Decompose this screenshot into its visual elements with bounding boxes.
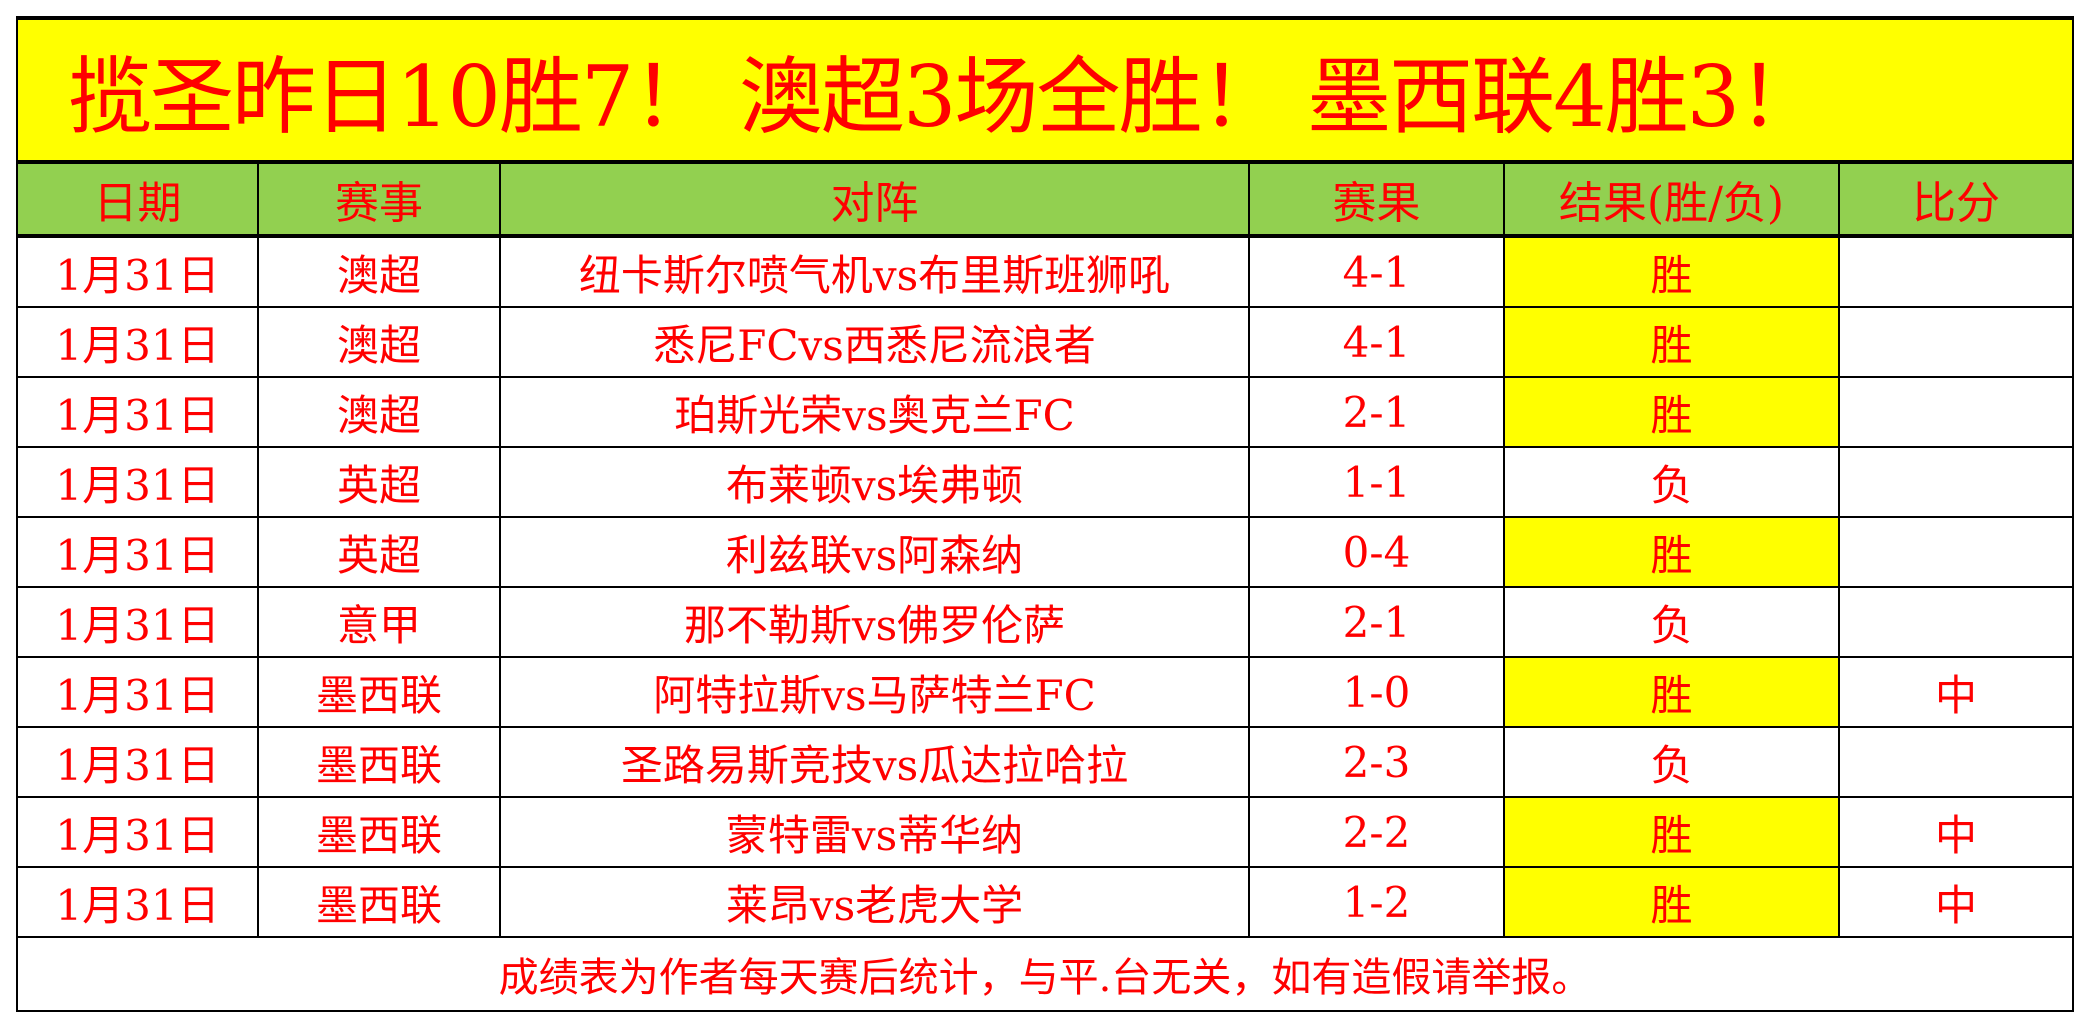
result-cell: 负: [1503, 446, 1840, 518]
result-cell: 胜: [1503, 656, 1840, 728]
date-cell: 1月31日: [16, 796, 259, 868]
score-cell: 0-4: [1248, 516, 1505, 588]
header-league: 赛事: [257, 161, 501, 238]
date-cell: 1月31日: [16, 376, 259, 448]
date-cell: 1月31日: [16, 726, 259, 798]
header-row: 日期 赛事 对阵 赛果 结果(胜/负) 比分: [16, 161, 2075, 238]
league-cell: 墨西联: [257, 866, 501, 938]
table-row: 1月31日 墨西联 圣路易斯竞技vs瓜达拉哈拉 2-3 负: [16, 726, 2075, 798]
league-cell: 墨西联: [257, 656, 501, 728]
match-cell: 布莱顿vs埃弗顿: [499, 446, 1250, 518]
score-cell: 2-1: [1248, 376, 1505, 448]
match-cell: 利兹联vs阿森纳: [499, 516, 1250, 588]
date-cell: 1月31日: [16, 866, 259, 938]
match-cell: 圣路易斯竞技vs瓜达拉哈拉: [499, 726, 1250, 798]
bifen-cell: [1837, 306, 2075, 378]
bifen-cell: [1837, 586, 2075, 658]
table-row: 1月31日 墨西联 莱昂vs老虎大学 1-2 胜中: [16, 866, 2075, 938]
page-title: 揽圣昨日10胜7！ 澳超3场全胜！ 墨西联4胜3！: [15, 16, 2075, 164]
results-table: 揽圣昨日10胜7！ 澳超3场全胜！ 墨西联4胜3！ 日期 赛事 对阵 赛果 结果…: [15, 16, 2075, 1012]
result-cell: 胜: [1503, 516, 1840, 588]
league-cell: 英超: [257, 516, 501, 588]
header-score: 赛果: [1248, 161, 1505, 238]
date-cell: 1月31日: [16, 235, 259, 308]
bifen-cell: 中: [1837, 866, 2075, 938]
result-cell: 胜: [1503, 306, 1840, 378]
result-cell: 负: [1503, 586, 1840, 658]
table-row: 1月31日 英超 布莱顿vs埃弗顿 1-1 负: [16, 446, 2075, 518]
header-match: 对阵: [499, 161, 1250, 238]
date-cell: 1月31日: [16, 446, 259, 518]
league-cell: 澳超: [257, 235, 501, 308]
bifen-cell: [1837, 446, 2075, 518]
league-cell: 英超: [257, 446, 501, 518]
result-cell: 胜: [1503, 796, 1840, 868]
table-row: 1月31日 澳超 悉尼FCvs西悉尼流浪者 4-1 胜: [16, 306, 2075, 378]
footer-note: 成绩表为作者每天赛后统计，与平.台无关，如有造假请举报。: [15, 936, 2075, 1012]
match-cell: 纽卡斯尔喷气机vs布里斯班狮吼: [499, 235, 1250, 308]
header-bifen: 比分: [1837, 161, 2075, 238]
match-cell: 悉尼FCvs西悉尼流浪者: [499, 306, 1250, 378]
table-row: 1月31日 意甲 那不勒斯vs佛罗伦萨 2-1 负: [16, 586, 2075, 658]
date-cell: 1月31日: [16, 586, 259, 658]
bifen-cell: [1837, 376, 2075, 448]
bifen-cell: [1837, 235, 2075, 308]
league-cell: 墨西联: [257, 726, 501, 798]
match-cell: 珀斯光荣vs奥克兰FC: [499, 376, 1250, 448]
score-cell: 1-1: [1248, 446, 1505, 518]
date-cell: 1月31日: [16, 306, 259, 378]
score-cell: 2-2: [1248, 796, 1505, 868]
table-row: 1月31日 澳超 珀斯光荣vs奥克兰FC 2-1 胜: [16, 376, 2075, 448]
score-cell: 1-0: [1248, 656, 1505, 728]
bifen-cell: [1837, 516, 2075, 588]
header-result: 结果(胜/负): [1503, 161, 1840, 238]
match-cell: 莱昂vs老虎大学: [499, 866, 1250, 938]
header-date: 日期: [16, 161, 259, 238]
bifen-cell: 中: [1837, 656, 2075, 728]
date-cell: 1月31日: [16, 656, 259, 728]
result-cell: 负: [1503, 726, 1840, 798]
league-cell: 墨西联: [257, 796, 501, 868]
league-cell: 意甲: [257, 586, 501, 658]
table-row: 1月31日 英超 利兹联vs阿森纳 0-4 胜: [16, 516, 2075, 588]
score-cell: 2-1: [1248, 586, 1505, 658]
table-row: 1月31日 墨西联 阿特拉斯vs马萨特兰FC 1-0 胜中: [16, 656, 2075, 728]
date-cell: 1月31日: [16, 516, 259, 588]
league-cell: 澳超: [257, 306, 501, 378]
bifen-cell: [1837, 726, 2075, 798]
table-row: 1月31日 澳超 纽卡斯尔喷气机vs布里斯班狮吼 4-1 胜: [16, 235, 2075, 308]
result-cell: 胜: [1503, 235, 1840, 308]
score-cell: 2-3: [1248, 726, 1505, 798]
bifen-cell: 中: [1837, 796, 2075, 868]
table-row: 1月31日 墨西联 蒙特雷vs蒂华纳 2-2 胜中: [16, 796, 2075, 868]
match-cell: 那不勒斯vs佛罗伦萨: [499, 586, 1250, 658]
match-cell: 阿特拉斯vs马萨特兰FC: [499, 656, 1250, 728]
result-cell: 胜: [1503, 376, 1840, 448]
score-cell: 4-1: [1248, 306, 1505, 378]
score-cell: 1-2: [1248, 866, 1505, 938]
league-cell: 澳超: [257, 376, 501, 448]
result-cell: 胜: [1503, 866, 1840, 938]
match-cell: 蒙特雷vs蒂华纳: [499, 796, 1250, 868]
score-cell: 4-1: [1248, 235, 1505, 308]
